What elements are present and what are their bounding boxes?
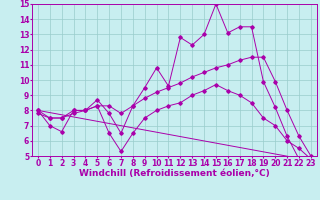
- X-axis label: Windchill (Refroidissement éolien,°C): Windchill (Refroidissement éolien,°C): [79, 169, 270, 178]
